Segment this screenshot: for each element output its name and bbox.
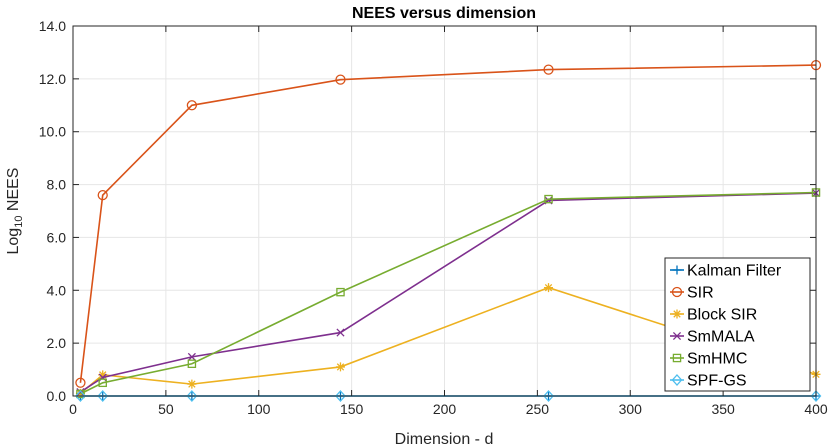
legend-box: [664, 257, 811, 392]
y-axis-label-subscript: 10: [13, 216, 25, 228]
legend-swatch-marker: [672, 309, 682, 319]
legend-swatch-marker: [672, 265, 682, 275]
legend-item-block-sir: Block SIR: [670, 307, 757, 324]
data-point-smhmc: [98, 378, 107, 388]
legend-swatch-marker: [671, 374, 683, 386]
series-line-sir: [79, 64, 817, 383]
y-tick-label: 8.0: [47, 177, 67, 193]
data-point-sir: [75, 377, 86, 388]
x-axis-label: Dimension - d: [395, 431, 494, 448]
x-tick-label: 350: [711, 401, 735, 417]
x-tick-label: 300: [619, 401, 643, 417]
data-point-smhmc: [544, 194, 553, 204]
data-point-smhmc: [187, 359, 197, 369]
data-point-smmala: [98, 373, 107, 382]
data-point-sir: [543, 64, 554, 75]
y-tick-label: 2.0: [47, 335, 67, 351]
legend-label: SIR: [687, 285, 714, 302]
data-point-sir: [335, 74, 346, 85]
x-tick-label: 250: [526, 401, 550, 417]
legend-item-kalman-filter: Kalman Filter: [670, 263, 782, 280]
data-point-spf-gs: [543, 390, 554, 402]
legend-item-smmala: SmMALA: [670, 329, 755, 346]
legend-item-spf-gs: SPF-GS: [670, 373, 747, 390]
x-tick-label: 400: [804, 401, 828, 417]
data-point-smmala: [187, 352, 196, 361]
legend-label: SPF-GS: [687, 373, 747, 390]
data-point-smhmc: [336, 287, 345, 297]
x-tick-label: 50: [158, 401, 174, 417]
y-tick-label: 6.0: [47, 229, 67, 245]
y-tick-label: 12.0: [39, 71, 66, 87]
data-point-spf-gs: [810, 390, 822, 402]
legend-label: Kalman Filter: [687, 263, 782, 280]
y-axis-label: Log10 NEES: [5, 168, 25, 255]
ticks: 0 50 100 150 200 250 300 350 400 0.0 2.0 4.0 6.0 8.0 1…: [39, 18, 828, 417]
x-tick-label: 100: [247, 401, 271, 417]
y-tick-label: 14.0: [39, 18, 66, 34]
legend-label: SmMALA: [687, 329, 755, 346]
data-point-block-sir: [544, 283, 554, 293]
data-point-spf-gs: [75, 390, 86, 402]
data-point-spf-gs: [335, 390, 346, 402]
legend-swatch-marker: [671, 286, 683, 298]
legend-label: SmHMC: [687, 351, 747, 368]
data-point-block-sir: [187, 379, 197, 389]
x-tick-label: 200: [433, 401, 457, 417]
legend-swatch-marker: [672, 331, 682, 341]
data-point-block-sir: [335, 362, 345, 372]
chart-title: NEES versus dimension: [352, 5, 536, 22]
data-point-block-sir: [98, 370, 108, 380]
legend: Kalman Filter SIR Block SIR SmMALA SmHMC SPF-…: [664, 257, 811, 392]
y-axis-label-tail: NEES: [5, 168, 22, 216]
series-line-block-sir: [79, 286, 817, 394]
data-point-smmala: [336, 328, 345, 337]
x-tick-label: 0: [69, 401, 77, 417]
legend-item-smhmc: SmHMC: [670, 351, 747, 368]
y-tick-label: 0.0: [47, 388, 67, 404]
data-point-spf-gs: [97, 390, 109, 402]
data-point-spf-gs: [186, 390, 198, 402]
legend-item-sir: SIR: [670, 285, 714, 302]
y-tick-label: 10.0: [39, 124, 66, 140]
x-tick-label: 150: [340, 401, 364, 417]
legend-swatch-marker: [672, 353, 682, 363]
legend-label: Block SIR: [687, 307, 757, 324]
series-smhmc: [76, 188, 821, 399]
data-point-sir: [97, 189, 108, 201]
data-point-sir: [186, 100, 198, 111]
y-tick-label: 4.0: [47, 282, 67, 298]
y-axis-label-main: Log: [5, 228, 22, 255]
